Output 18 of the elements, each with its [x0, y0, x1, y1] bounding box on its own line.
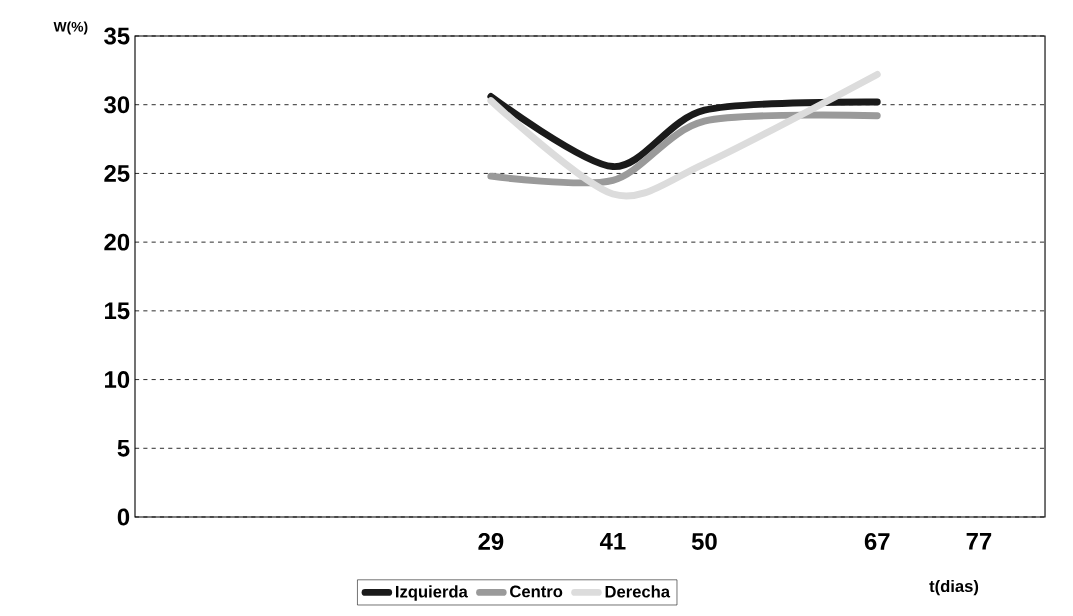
- legend-label: Centro: [510, 585, 563, 598]
- x-tick-label: 50: [691, 532, 717, 550]
- x-tick-label: 67: [864, 532, 890, 550]
- y-tick-label: 15: [105, 302, 130, 320]
- y-tick-label: 35: [104, 27, 130, 45]
- y-tick-label: 20: [104, 233, 130, 251]
- x-axis-title: t(dias): [929, 579, 979, 596]
- y-tick-label: 30: [104, 96, 130, 114]
- y-tick-label: 0: [117, 508, 130, 526]
- x-tick-label: 29: [478, 532, 504, 550]
- y-axis-title: W(%): [53, 21, 88, 35]
- y-tick-label: 5: [117, 439, 130, 457]
- legend-label: Izquierda: [396, 585, 468, 601]
- x-tick-label: 41: [599, 532, 626, 550]
- x-tick-label: 77: [966, 532, 992, 550]
- legend-label: Derecha: [605, 585, 671, 598]
- y-tick-label: 25: [104, 164, 130, 182]
- y-tick-label: 10: [105, 371, 130, 389]
